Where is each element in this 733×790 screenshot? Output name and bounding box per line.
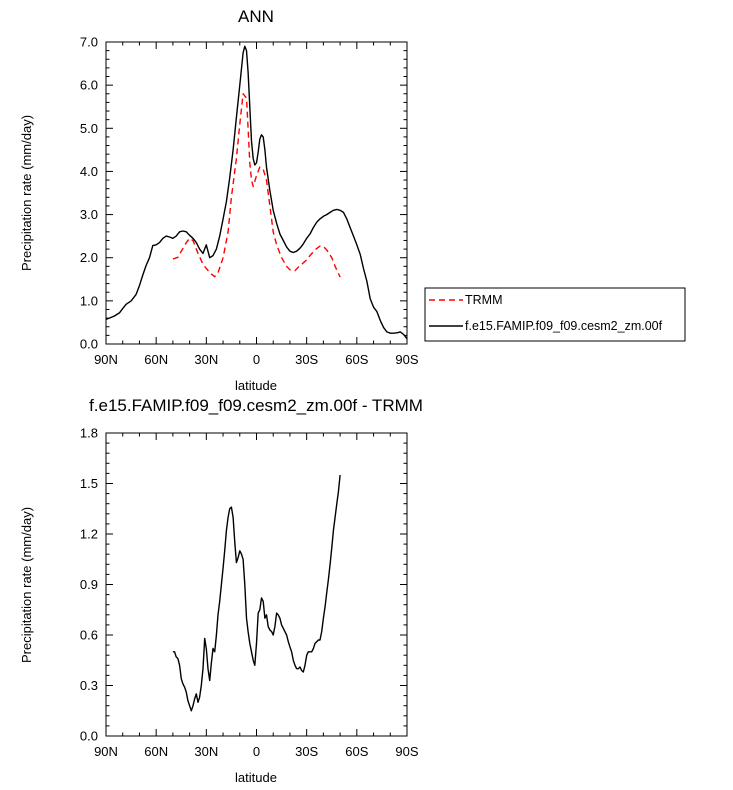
x-tick-label: 0 — [253, 744, 260, 759]
x-tick-label: 30S — [295, 352, 318, 367]
y-tick-label: 4.0 — [80, 164, 98, 179]
y-tick-label: 5.0 — [80, 121, 98, 136]
x-tick-label: 60N — [144, 744, 168, 759]
y-tick-label: 3.0 — [80, 207, 98, 222]
top-chart-ticks — [105, 41, 408, 345]
y-tick-label: 1.2 — [80, 527, 98, 542]
legend-label-trmm: TRMM — [465, 293, 503, 307]
x-tick-label: 90N — [94, 744, 118, 759]
top-chart-series — [105, 45, 408, 340]
bottom-chart: f.e15.FAMIP.f09_f09.cesm2_zm.00f - TRMM … — [19, 396, 423, 785]
top-chart-plot-frame — [105, 41, 408, 345]
y-tick-label: 1.8 — [80, 426, 98, 441]
x-tick-label: 60S — [345, 352, 368, 367]
legend: TRMM f.e15.FAMIP.f09_f09.cesm2_zm.00f — [424, 287, 686, 342]
y-tick-label: 6.0 — [80, 78, 98, 93]
x-tick-label: 60N — [144, 352, 168, 367]
y-tick-label: 0.6 — [80, 628, 98, 643]
x-tick-label: 90S — [395, 352, 418, 367]
bottom-chart-y-axis-label: Precipitation rate (mm/day) — [19, 507, 34, 663]
y-tick-label: 0.3 — [80, 678, 98, 693]
top-chart-tick-labels: 90N 60N 30N 0 30S 60S 90S 0.0 1.0 2.0 3.0 4.0 5.0 6.0… — [80, 35, 419, 368]
y-tick-label: 2.0 — [80, 250, 98, 265]
bottom-chart-plot-frame — [105, 432, 408, 737]
x-tick-label: 30N — [194, 352, 218, 367]
y-tick-label: 0.0 — [80, 729, 98, 744]
x-tick-label: 30N — [194, 744, 218, 759]
bottom-chart-ticks — [105, 432, 408, 737]
model-line — [105, 45, 408, 340]
bottom-chart-tick-labels: 90N 60N 30N 0 30S 60S 90S 0.0 0.3 0.6 0.9 1.2 1.5 1.8 — [80, 426, 419, 760]
x-tick-label: 30S — [295, 744, 318, 759]
legend-box — [424, 287, 686, 342]
y-tick-label: 7.0 — [80, 35, 98, 50]
x-tick-label: 90S — [395, 744, 418, 759]
bottom-chart-x-axis-label: latitude — [235, 770, 277, 785]
top-chart-x-axis-label: latitude — [235, 378, 277, 393]
x-tick-label: 60S — [345, 744, 368, 759]
y-tick-label: 0.9 — [80, 577, 98, 592]
difference-line — [172, 475, 341, 712]
x-tick-label: 90N — [94, 352, 118, 367]
top-chart: ANN 90N 60N 30N 0 30S 60S 90S 0.0 1.0 2.0 3.0 4.0 5.… — [19, 7, 419, 393]
top-chart-y-axis-label: Precipitation rate (mm/day) — [19, 115, 34, 271]
legend-label-model: f.e15.FAMIP.f09_f09.cesm2_zm.00f — [465, 319, 663, 333]
bottom-chart-title: f.e15.FAMIP.f09_f09.cesm2_zm.00f - TRMM — [89, 396, 423, 415]
x-tick-label: 0 — [253, 352, 260, 367]
trmm-line — [172, 93, 341, 278]
y-tick-label: 0.0 — [80, 337, 98, 352]
bottom-chart-series — [172, 475, 341, 712]
y-tick-label: 1.5 — [80, 476, 98, 491]
y-tick-label: 1.0 — [80, 293, 98, 308]
top-chart-title: ANN — [238, 7, 274, 26]
